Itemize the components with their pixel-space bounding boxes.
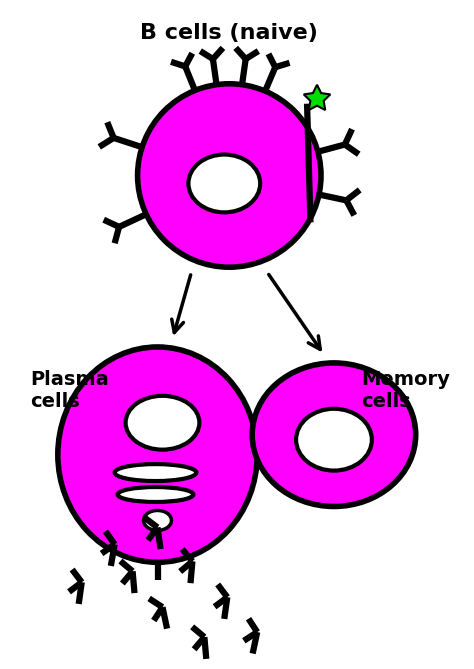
Ellipse shape <box>296 409 372 470</box>
Ellipse shape <box>58 347 257 563</box>
Ellipse shape <box>252 363 416 506</box>
Ellipse shape <box>144 510 172 531</box>
Text: Memory
cells: Memory cells <box>361 370 450 411</box>
Circle shape <box>137 84 321 267</box>
Text: B cells (naive): B cells (naive) <box>140 23 318 43</box>
Text: Plasma
cells: Plasma cells <box>30 370 109 411</box>
Ellipse shape <box>115 464 196 481</box>
Ellipse shape <box>126 396 200 450</box>
Ellipse shape <box>189 155 260 212</box>
Polygon shape <box>304 85 330 110</box>
Ellipse shape <box>118 487 193 502</box>
